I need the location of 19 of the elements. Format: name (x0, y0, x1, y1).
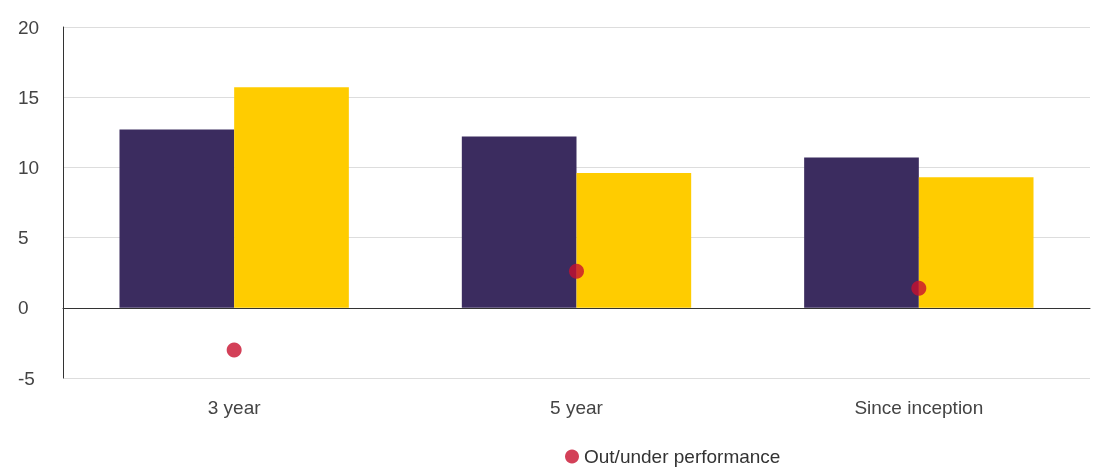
x-tick-label: 3 year (207, 397, 262, 418)
bar (576, 173, 692, 308)
bar (461, 136, 577, 308)
y-tick-label: 15 (18, 86, 40, 108)
point (911, 280, 927, 296)
bar (234, 87, 349, 308)
point (226, 342, 242, 358)
x-tick-label: Since inception (854, 397, 984, 418)
x-tick-label: 5 year (550, 397, 604, 418)
point (569, 263, 584, 279)
y-tick-label: 0 (18, 297, 29, 319)
y-tick-label: 10 (18, 156, 40, 178)
bar (119, 129, 235, 308)
bar (918, 177, 1034, 308)
y-tick-label: -5 (18, 367, 35, 389)
bar (804, 157, 919, 308)
y-tick-label: 20 (18, 16, 40, 38)
y-tick-label: 5 (18, 227, 29, 249)
legend-label: Out/under performance (584, 446, 781, 467)
